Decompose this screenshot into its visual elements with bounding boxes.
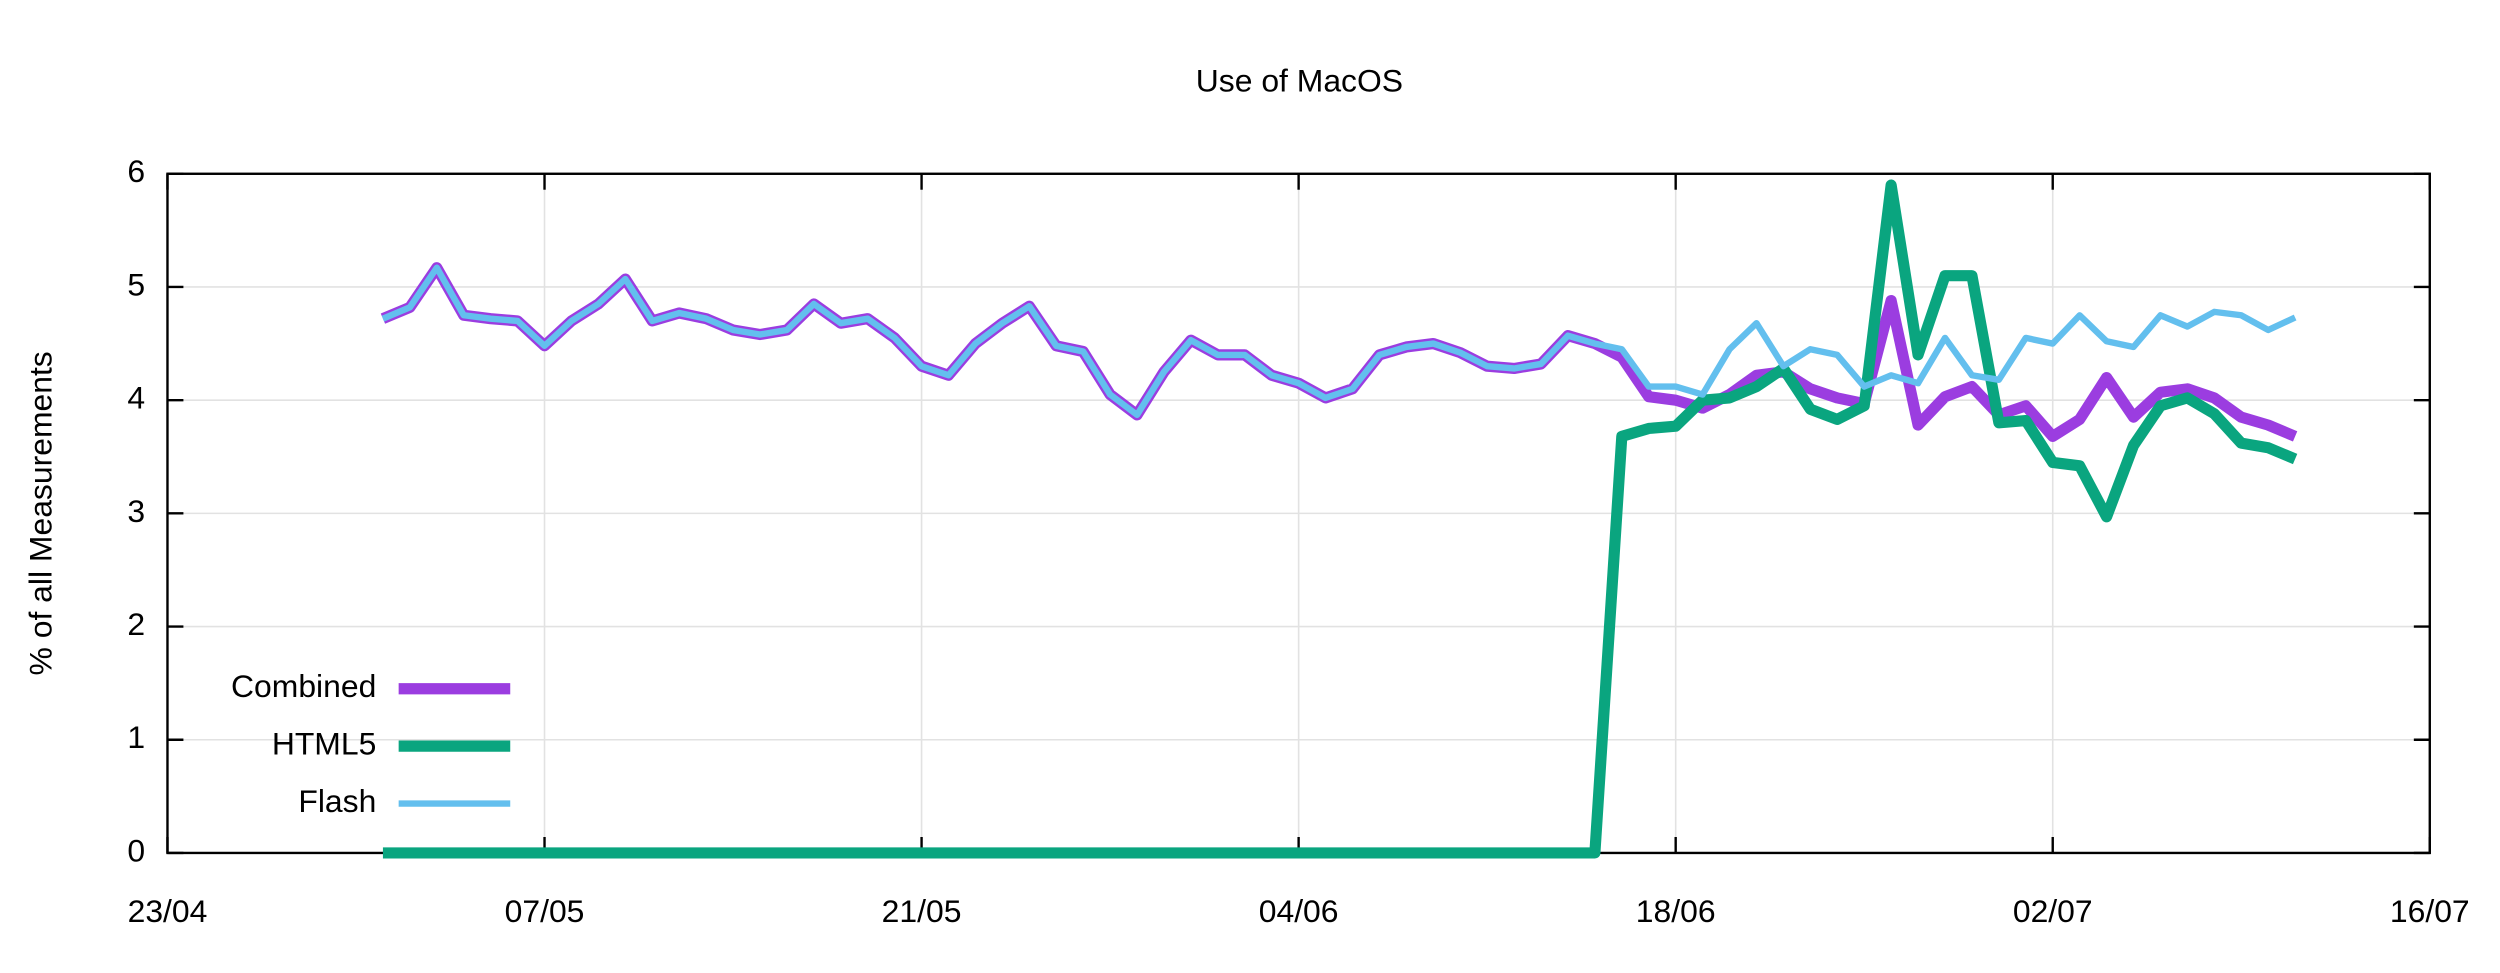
chart-title: Use of MacOS xyxy=(1196,62,1403,98)
x-tick-label: 21/05 xyxy=(882,893,962,929)
legend-label: Flash xyxy=(298,783,376,819)
x-tick-label: 23/04 xyxy=(128,893,208,929)
y-tick-label: 3 xyxy=(127,493,145,529)
legend-label: Combined xyxy=(231,668,376,704)
y-tick-label: 6 xyxy=(127,153,145,189)
series-line xyxy=(381,264,2297,419)
y-tick-label: 2 xyxy=(127,606,145,642)
series-line xyxy=(380,262,2298,442)
y-axis-label: % of all Measurements xyxy=(23,351,59,675)
y-tick-label: 5 xyxy=(127,266,145,302)
legend-label: HTML5 xyxy=(272,726,377,762)
series-line xyxy=(382,179,2298,859)
x-tick-label: 18/06 xyxy=(1636,893,1716,929)
x-tick-label: 16/07 xyxy=(2390,893,2470,929)
y-tick-label: 1 xyxy=(127,719,145,755)
y-tick-label: 0 xyxy=(127,832,145,868)
y-tick-label: 4 xyxy=(127,380,145,416)
x-tick-label: 04/06 xyxy=(1259,893,1339,929)
x-tick-label: 07/05 xyxy=(505,893,585,929)
x-tick-label: 02/07 xyxy=(2013,893,2093,929)
